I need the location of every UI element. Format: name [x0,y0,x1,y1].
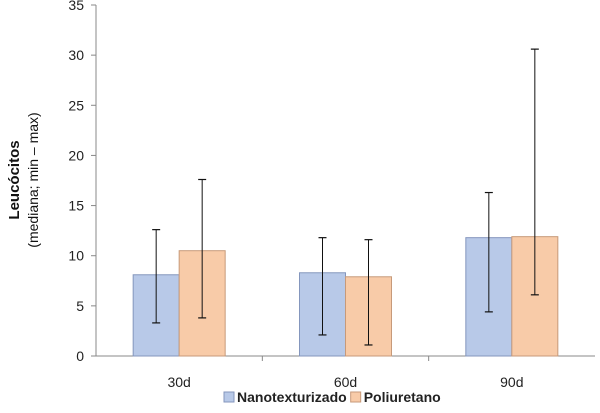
y-tick-label: 5 [76,298,84,314]
y-tick-label: 25 [68,97,84,113]
x-tick-label: 60d [334,374,357,390]
x-tick-label: 30d [167,374,190,390]
error-bars [152,48,539,346]
legend-label: Poliuretano [364,389,441,405]
y-ticks: 0 5 10 15 20 25 30 35 [68,0,96,364]
y-tick-label: 15 [68,198,84,214]
y-tick-label: 30 [68,47,84,63]
y-axis-sublabel: (mediana; min – max) [25,112,41,247]
y-axis-label-group: Leucócitos (mediana; min – max) [6,112,41,247]
y-axis-label: Leucócitos [6,140,23,219]
legend-swatch [223,391,235,403]
x-ticks: 30d 60d 90d [167,356,524,390]
legend-swatch [350,391,362,403]
y-tick-label: 0 [76,348,84,364]
y-tick-label: 10 [68,248,84,264]
bars [132,236,559,357]
x-tick-label: 90d [500,374,523,390]
y-tick-label: 20 [68,147,84,163]
y-tick-label: 35 [68,0,84,13]
legend: Nanotexturizado Poliuretano [223,389,441,405]
legend-label: Nanotexturizado [237,389,347,405]
